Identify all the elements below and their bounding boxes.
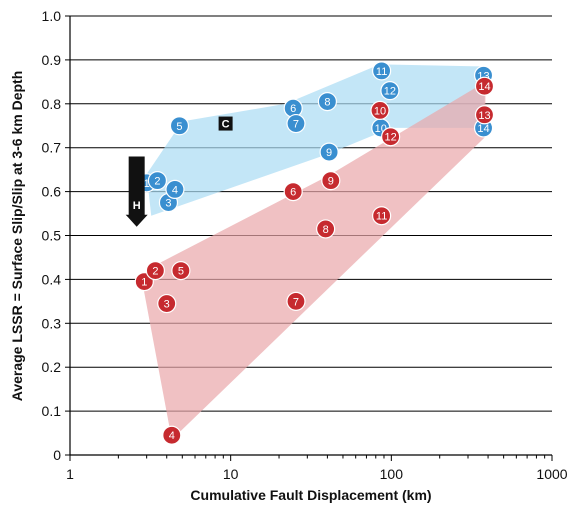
red-point bbox=[157, 293, 177, 314]
point-label: 12 bbox=[384, 86, 396, 98]
red-point bbox=[321, 171, 341, 191]
y-tick-label: 0.5 bbox=[42, 228, 62, 244]
y-tick-label: 1.0 bbox=[42, 8, 62, 24]
y-tick-label: 0.3 bbox=[42, 315, 62, 331]
red-point bbox=[145, 261, 165, 281]
red-point bbox=[171, 261, 191, 281]
y-tick-label: 0.6 bbox=[42, 184, 62, 200]
y-tick-label: 0.1 bbox=[42, 403, 62, 419]
y-tick-label: 0.9 bbox=[42, 52, 62, 68]
tick-layer: 0 0.1 0.2 0.3 0.4 0.5 0.6 0.7 0.8 0.9 1.0 1 10 100 100… bbox=[42, 8, 568, 482]
point-label: 3 bbox=[164, 299, 170, 311]
point-label: 1 bbox=[141, 277, 147, 289]
red-point bbox=[372, 206, 392, 226]
point-label: 3 bbox=[165, 198, 171, 210]
red-point bbox=[474, 105, 495, 125]
point-label: 11 bbox=[376, 66, 387, 78]
blue-point bbox=[380, 81, 400, 101]
blue-point bbox=[372, 61, 392, 81]
y-tick-label: 0 bbox=[53, 447, 61, 463]
point-label: 14 bbox=[478, 81, 490, 93]
region-layer bbox=[141, 64, 486, 440]
blue-region bbox=[146, 64, 485, 216]
x-tick-label: 100 bbox=[380, 466, 404, 482]
red-point bbox=[286, 291, 306, 311]
annotation-h-arrow bbox=[125, 156, 148, 227]
x-tick-label: 1 bbox=[66, 466, 74, 482]
x-axis-title: Cumulative Fault Displacement (km) bbox=[190, 487, 431, 503]
point-label: 8 bbox=[323, 224, 329, 236]
x-tick-label: 1000 bbox=[536, 466, 567, 482]
point-label: 9 bbox=[326, 147, 332, 159]
blue-point bbox=[319, 142, 339, 162]
point-label: 9 bbox=[328, 176, 334, 188]
blue-point bbox=[286, 113, 306, 134]
point-label: 8 bbox=[324, 97, 330, 109]
point-label: 2 bbox=[152, 266, 158, 278]
point-label: 6 bbox=[290, 103, 296, 115]
blue-point bbox=[165, 179, 185, 200]
point-label: 13 bbox=[478, 110, 490, 122]
red-point bbox=[474, 76, 495, 96]
annotation-layer: CH bbox=[125, 116, 233, 227]
y-axis-title: Average LSSR = Surface Slip/Slip at 3-6 … bbox=[9, 71, 25, 402]
point-label: 7 bbox=[293, 119, 299, 131]
y-tick-label: 0.8 bbox=[42, 96, 62, 112]
point-label: 12 bbox=[385, 132, 397, 144]
point-label: 1 bbox=[144, 178, 150, 190]
red-point bbox=[316, 219, 336, 239]
point-label: 5 bbox=[176, 121, 182, 133]
red-point bbox=[162, 425, 182, 445]
point-label: 4 bbox=[169, 430, 175, 442]
point-label: 6 bbox=[290, 187, 296, 199]
y-tick-label: 0.7 bbox=[42, 140, 62, 156]
blue-point bbox=[147, 171, 168, 191]
point-label: 14 bbox=[477, 123, 489, 135]
point-label: 5 bbox=[178, 266, 184, 278]
blue-point bbox=[317, 92, 337, 112]
y-tick-label: 0.2 bbox=[42, 359, 62, 375]
point-label: 7 bbox=[293, 296, 299, 308]
blue-point bbox=[169, 116, 190, 136]
point-label: 10 bbox=[374, 105, 386, 117]
red-point bbox=[283, 182, 303, 202]
y-tick-label: 0.4 bbox=[42, 271, 62, 287]
red-region bbox=[141, 81, 486, 440]
red-point bbox=[370, 100, 390, 120]
annotation-c-label: C bbox=[222, 119, 230, 131]
point-label: 4 bbox=[172, 184, 178, 196]
point-label: 11 bbox=[376, 211, 387, 223]
annotation-h-label: H bbox=[133, 200, 141, 212]
point-label: 2 bbox=[154, 176, 160, 188]
annotation-c-box bbox=[218, 116, 233, 131]
x-tick-label: 10 bbox=[223, 466, 239, 482]
red-point bbox=[381, 127, 401, 147]
